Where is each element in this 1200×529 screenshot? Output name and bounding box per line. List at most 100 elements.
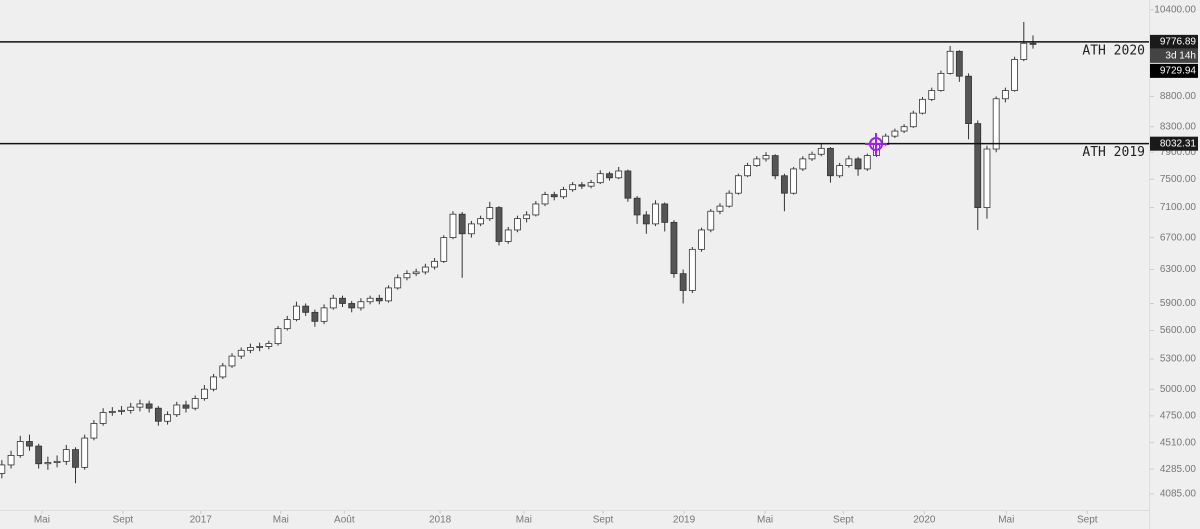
candle-body <box>265 343 273 347</box>
x-tick-label: 2019 <box>673 515 696 526</box>
y-tick-label: 4750.00 <box>1160 410 1197 421</box>
candle-body <box>247 347 254 351</box>
candle-body <box>670 221 678 275</box>
candle-body <box>937 72 945 91</box>
candle-body <box>753 158 761 166</box>
candle-body <box>191 398 199 409</box>
y-tick-label: 10400.00 <box>1154 5 1196 16</box>
candle-body <box>1020 42 1028 60</box>
candle-body <box>0 464 6 474</box>
candle-body <box>182 404 190 409</box>
y-tick-label: 5600.00 <box>1160 325 1197 336</box>
candle-body <box>394 277 402 289</box>
x-tick-label: Mai <box>998 515 1014 526</box>
x-tick-label: Mai <box>273 515 289 526</box>
candle-body <box>366 297 374 303</box>
x-tick-label: Sept <box>1077 515 1098 526</box>
candle-body <box>946 50 954 74</box>
candle-body <box>1029 42 1037 45</box>
candle-body <box>845 158 853 166</box>
candle-body <box>974 123 982 208</box>
candle-body <box>652 203 659 225</box>
candle-body <box>863 155 871 170</box>
candle-body <box>477 218 484 225</box>
candle-body <box>624 170 632 199</box>
candle-body <box>237 349 245 357</box>
candle-body <box>762 155 770 160</box>
candle-body <box>228 355 236 367</box>
candle-body <box>790 168 798 194</box>
candle-body <box>357 301 365 309</box>
candle-body <box>596 173 604 184</box>
candle-body <box>771 155 779 177</box>
candle-body <box>836 165 844 177</box>
candle-body <box>449 213 457 239</box>
x-tick-label: Mai <box>516 515 532 526</box>
countdown-bg <box>1150 48 1198 63</box>
candle-body <box>7 455 15 466</box>
candle-body <box>928 90 936 100</box>
candle-body <box>136 403 144 408</box>
candle-body <box>734 175 742 194</box>
candle-body <box>302 305 310 313</box>
price-tag: 8032.31 <box>1160 138 1197 149</box>
candle-body <box>274 328 282 345</box>
candle-body <box>707 210 715 231</box>
candle-body <box>154 407 162 422</box>
candle-body <box>606 173 613 179</box>
candle-body <box>118 409 125 412</box>
x-tick-label: Sept <box>833 515 854 526</box>
candle-body <box>578 184 586 187</box>
candle-body <box>725 192 733 207</box>
candle-body <box>550 194 558 198</box>
y-tick-label: 8300.00 <box>1160 121 1197 132</box>
x-tick-label: Août <box>334 515 355 526</box>
y-tick-label: 6300.00 <box>1160 264 1197 275</box>
candle-body <box>679 273 687 291</box>
candle-body <box>145 403 153 409</box>
candle-body <box>642 214 650 225</box>
candle-body <box>532 203 540 216</box>
candle-body <box>256 346 264 348</box>
candle-body <box>293 305 300 320</box>
candle-body <box>108 411 116 413</box>
candle-body <box>495 207 503 242</box>
candle-body <box>431 260 438 268</box>
y-tick-label: 6700.00 <box>1160 232 1197 243</box>
candle-body <box>81 437 89 468</box>
y-tick-label: 7100.00 <box>1160 202 1197 213</box>
candle-body <box>560 189 567 198</box>
candle-body <box>891 130 899 137</box>
candle-body <box>320 307 328 322</box>
candle-body <box>504 229 512 242</box>
price-tag: 9776.89 <box>1160 37 1197 48</box>
candle-body <box>569 184 577 191</box>
price-tag-bg <box>1150 136 1198 151</box>
candle-body <box>808 153 816 160</box>
candle-body <box>200 388 208 400</box>
candle-body <box>90 423 98 439</box>
candle-body <box>467 223 475 235</box>
line-label: ATH 2019 <box>1082 145 1145 160</box>
y-tick-label: 7500.00 <box>1160 174 1197 185</box>
y-tick-label: 8800.00 <box>1160 91 1197 102</box>
candle-body <box>99 412 107 424</box>
candle-body <box>385 287 392 302</box>
candle-body <box>827 147 834 177</box>
candle-body <box>514 218 521 231</box>
price-tag-bg <box>1150 34 1198 49</box>
crosshair-marker <box>865 133 887 155</box>
y-tick-label: 7900.00 <box>1160 147 1197 158</box>
x-tick-label: Sept <box>113 515 134 526</box>
candle-body <box>72 449 79 468</box>
y-tick-label: 5300.00 <box>1160 354 1197 365</box>
candle-body <box>1001 90 1009 100</box>
y-tick-label: 4510.00 <box>1160 437 1197 448</box>
candle-body <box>854 158 862 170</box>
candle-body <box>688 248 696 291</box>
x-tick-label: Sept <box>593 515 614 526</box>
candle-body <box>486 207 494 220</box>
candle-body <box>26 441 33 447</box>
candle-body <box>983 148 991 208</box>
